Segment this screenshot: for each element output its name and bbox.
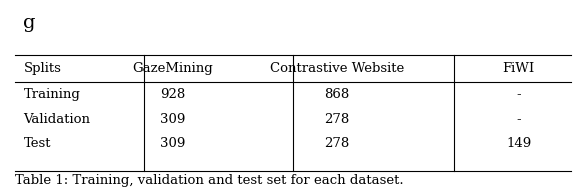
Text: Table 1: Training, validation and test set for each dataset.: Table 1: Training, validation and test s… [15, 174, 403, 187]
Text: Splits: Splits [23, 62, 62, 75]
Text: 278: 278 [324, 137, 350, 150]
Text: g: g [23, 14, 36, 32]
Text: 309: 309 [160, 137, 186, 150]
Text: Validation: Validation [23, 113, 90, 126]
Text: -: - [516, 88, 521, 102]
Text: 149: 149 [506, 137, 532, 150]
Text: Test: Test [23, 137, 51, 150]
Text: 928: 928 [160, 88, 186, 102]
Text: GazeMining: GazeMining [132, 62, 213, 75]
Text: 868: 868 [324, 88, 350, 102]
Text: FiWI: FiWI [502, 62, 535, 75]
Text: 278: 278 [324, 113, 350, 126]
Text: Training: Training [23, 88, 80, 102]
Text: Contrastive Website: Contrastive Website [270, 62, 404, 75]
Text: 309: 309 [160, 113, 186, 126]
Text: -: - [516, 113, 521, 126]
